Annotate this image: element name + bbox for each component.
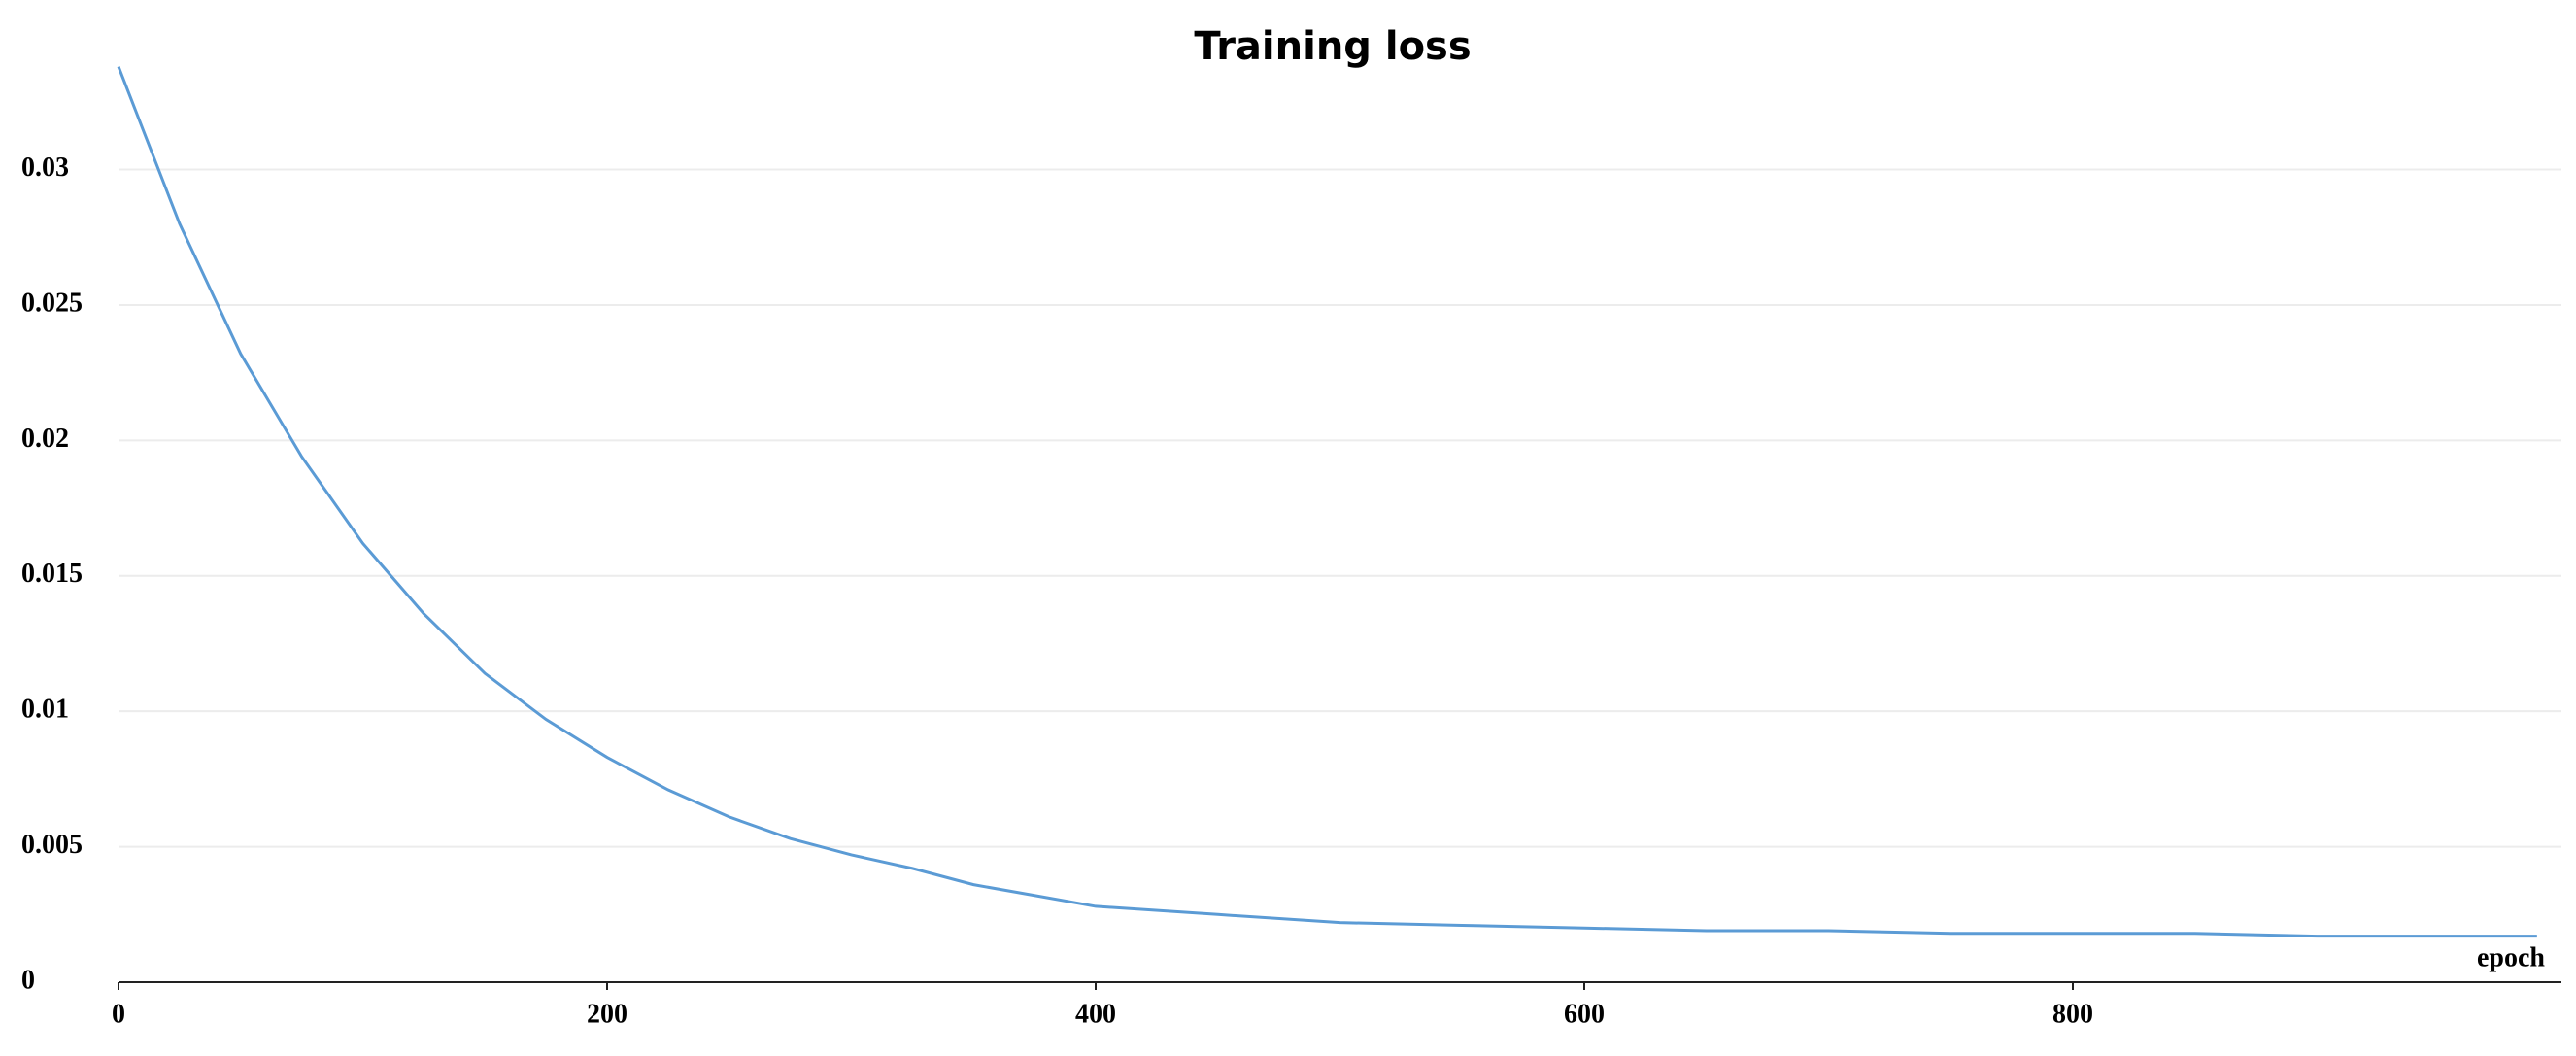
- chart-title: Training loss: [1194, 24, 1471, 69]
- x-tick-label: 600: [1564, 999, 1605, 1029]
- y-tick-label: 0.025: [21, 288, 83, 318]
- y-tick-label: 0: [21, 965, 35, 995]
- y-tick-label: 0.02: [21, 424, 69, 454]
- y-tick-label: 0.005: [21, 830, 83, 860]
- y-tick-label: 0.01: [21, 695, 69, 725]
- y-tick-label: 0.015: [21, 559, 83, 589]
- x-tick-label: 200: [587, 999, 627, 1029]
- x-tick-label: 400: [1075, 999, 1116, 1029]
- loss-line: [117, 66, 2537, 938]
- y-tick-label: 0.03: [21, 153, 69, 183]
- x-tick-label: 800: [2052, 999, 2093, 1029]
- x-axis-label: epoch: [2477, 942, 2545, 972]
- x-tick-label: 0: [112, 999, 125, 1029]
